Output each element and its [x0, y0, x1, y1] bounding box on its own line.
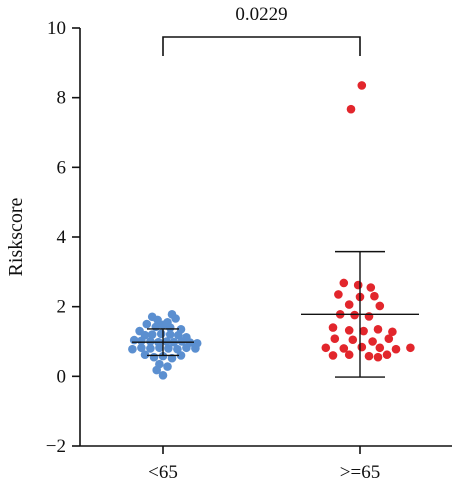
y-tick-label: 8	[57, 88, 67, 109]
data-point	[364, 312, 374, 321]
data-point	[346, 104, 356, 114]
data-point	[375, 301, 385, 311]
y-tick-label: 10	[47, 18, 66, 39]
data-point	[339, 344, 349, 353]
data-point	[339, 278, 349, 288]
data-point	[375, 343, 385, 353]
data-point	[328, 323, 338, 332]
data-point	[165, 323, 175, 332]
data-points	[128, 81, 415, 380]
x-tick-label: <65	[148, 462, 178, 483]
data-point	[176, 351, 186, 360]
data-point	[321, 343, 331, 353]
bracket-line	[162, 36, 361, 56]
data-point	[334, 290, 343, 299]
y-tick-label: −2	[46, 436, 66, 457]
y-tick-label: 2	[57, 297, 67, 318]
data-point	[328, 351, 338, 360]
data-point	[348, 335, 358, 345]
data-point	[388, 327, 397, 337]
data-point	[364, 351, 374, 361]
data-point	[353, 280, 363, 290]
error-bars	[132, 250, 419, 378]
data-point	[384, 334, 394, 344]
y-tick-label: 4	[57, 227, 67, 248]
x-ticks: <65 >=65	[148, 446, 380, 483]
data-point	[191, 344, 200, 353]
data-point	[163, 362, 172, 371]
data-point	[359, 326, 368, 336]
data-point	[373, 352, 383, 362]
y-tick-label: 0	[57, 366, 67, 387]
data-point	[391, 344, 401, 354]
plot-frame	[79, 28, 452, 447]
data-point	[344, 350, 354, 360]
data-point	[330, 334, 340, 344]
data-point	[382, 350, 392, 360]
data-point	[344, 300, 354, 309]
data-point	[137, 336, 146, 346]
data-point	[357, 342, 367, 352]
data-point	[165, 330, 175, 339]
data-point	[173, 344, 182, 354]
data-point	[357, 81, 367, 90]
y-ticks: −2 0 2 4 6 8 10	[46, 18, 80, 457]
data-point	[171, 314, 180, 323]
data-point	[156, 329, 166, 339]
data-point	[366, 283, 376, 292]
significance-bracket: 0.0229	[162, 4, 361, 56]
data-point	[142, 319, 152, 329]
data-point	[370, 291, 379, 301]
data-point	[368, 337, 377, 346]
data-point	[151, 322, 161, 332]
data-point	[137, 343, 146, 353]
data-point	[147, 330, 157, 339]
data-point	[344, 326, 354, 335]
data-point	[182, 343, 191, 353]
x-tick-label: >=65	[340, 462, 380, 483]
data-point	[158, 370, 168, 380]
data-point	[155, 343, 164, 353]
data-point	[158, 320, 168, 330]
y-axis-label: Riskscore	[5, 197, 27, 276]
data-point	[140, 350, 150, 360]
data-point	[406, 343, 415, 353]
p-value-label: 0.0229	[235, 4, 287, 25]
data-point	[149, 352, 159, 362]
data-point	[146, 344, 155, 353]
data-point	[128, 344, 137, 354]
data-point	[152, 365, 161, 375]
data-point	[174, 330, 183, 340]
data-point	[164, 344, 173, 353]
y-tick-label: 6	[57, 157, 67, 178]
data-point	[373, 325, 383, 334]
